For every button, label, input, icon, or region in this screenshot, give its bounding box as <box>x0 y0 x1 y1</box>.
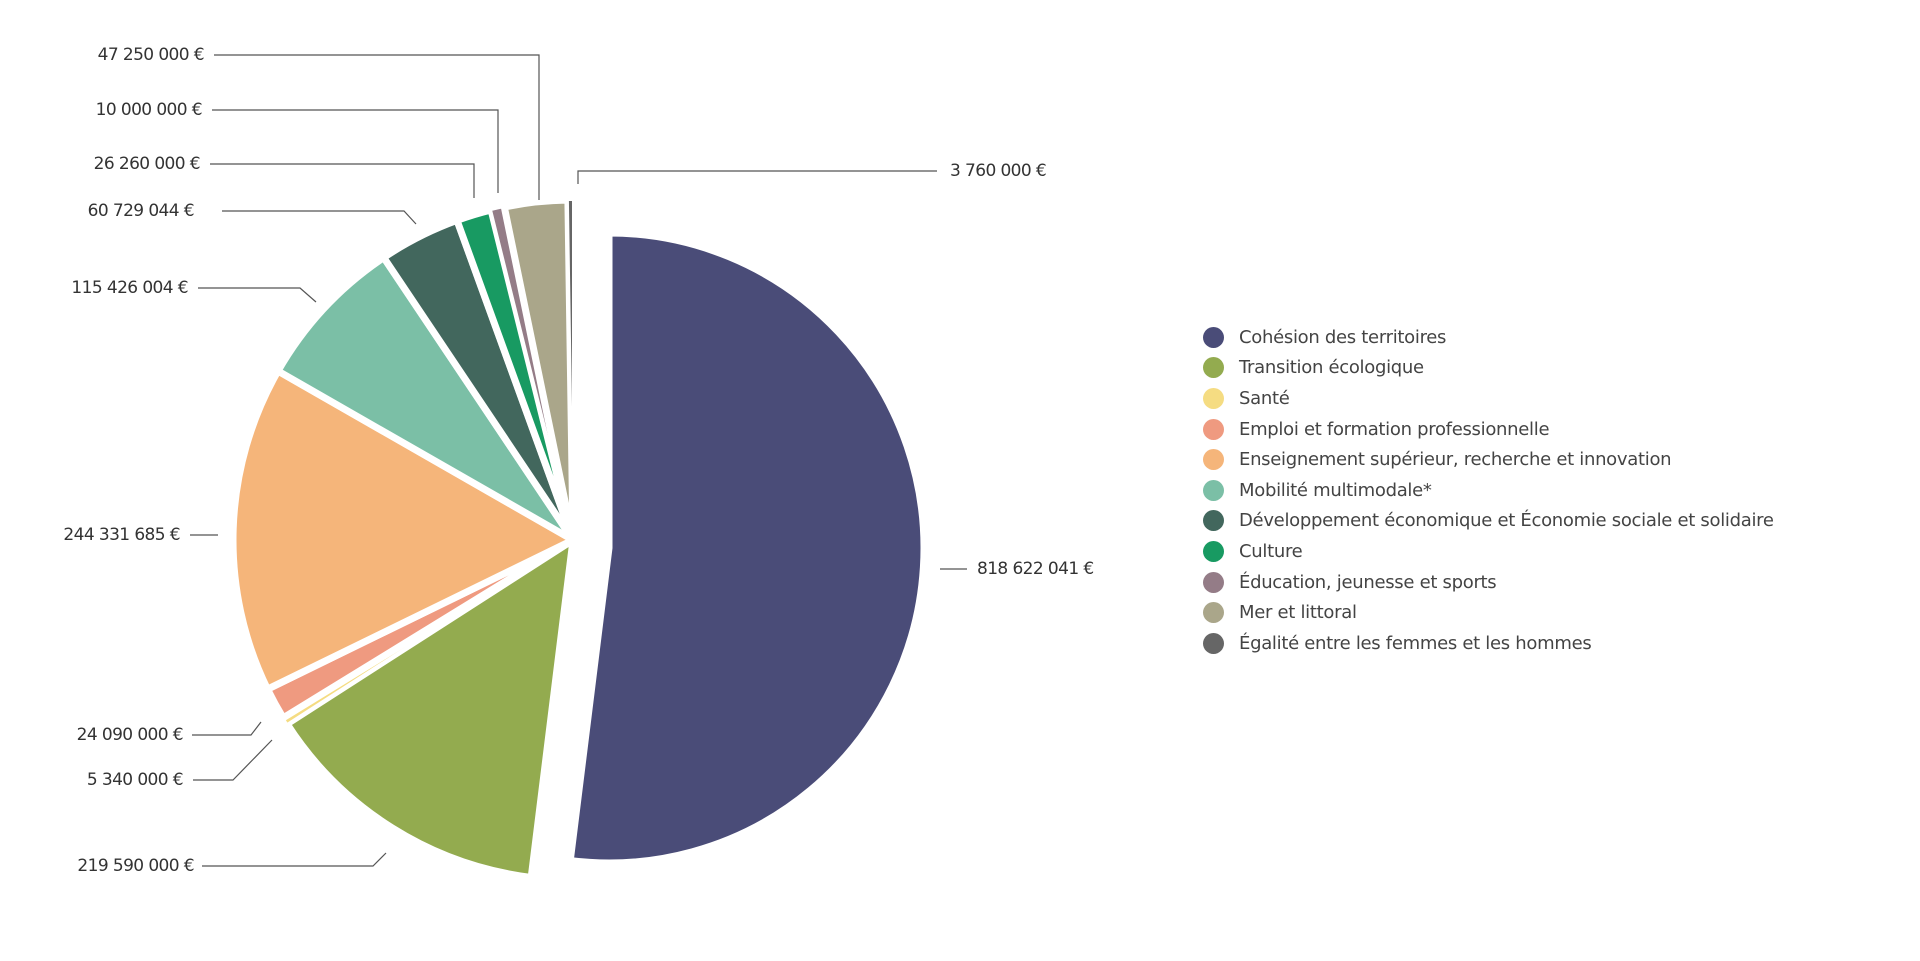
legend-label: Éducation, jeunesse et sports <box>1239 571 1497 593</box>
legend: Cohésion des territoires Transition écolo… <box>1203 322 1774 659</box>
legend-swatch <box>1203 632 1224 654</box>
leader-line-sante <box>193 739 273 781</box>
data-label-culture: 26 260 000 € <box>93 154 201 174</box>
legend-label: Égalité entre les femmes et les hommes <box>1239 632 1592 654</box>
legend-swatch <box>1203 357 1224 379</box>
pie-slice-2 <box>283 536 577 881</box>
legend-swatch <box>1203 449 1224 471</box>
legend-item: Emploi et formation professionnelle <box>1203 414 1774 445</box>
legend-item: Développement économique et Économie soc… <box>1203 506 1774 537</box>
legend-item: Santé <box>1203 383 1774 414</box>
legend-label: Cohésion des territoires <box>1239 326 1447 348</box>
data-label-mer: 47 250 000 € <box>97 45 205 65</box>
leader-line-education <box>212 109 499 193</box>
leader-line-culture <box>210 163 475 198</box>
legend-item: Égalité entre les femmes et les hommes <box>1203 628 1774 659</box>
legend-item: Mer et littoral <box>1203 597 1774 628</box>
legend-label: Enseignement supérieur, recherche et inn… <box>1239 449 1672 471</box>
legend-item: Éducation, jeunesse et sports <box>1203 567 1774 598</box>
legend-label: Culture <box>1239 540 1303 562</box>
legend-item: Enseignement supérieur, recherche et inn… <box>1203 444 1774 475</box>
legend-swatch <box>1203 510 1224 532</box>
legend-label: Développement économique et Économie soc… <box>1239 510 1774 532</box>
legend-label: Emploi et formation professionnelle <box>1239 418 1550 440</box>
data-label-developpement: 60 729 044 € <box>87 201 195 221</box>
data-label-mobilite: 115 426 004 € <box>71 278 188 298</box>
legend-swatch <box>1203 540 1224 562</box>
leader-line-mer <box>214 54 540 200</box>
pie-slice-1 <box>566 229 928 867</box>
legend-swatch <box>1203 479 1224 501</box>
legend-swatch <box>1203 326 1224 348</box>
legend-swatch <box>1203 387 1224 409</box>
legend-label: Transition écologique <box>1239 357 1424 379</box>
leader-line-emploi <box>192 721 262 736</box>
legend-swatch <box>1203 571 1224 593</box>
data-label-cohesion: 818 622 041 € <box>977 559 1094 579</box>
data-label-education: 10 000 000 € <box>95 100 203 120</box>
legend-item: Mobilité multimodale* <box>1203 475 1774 506</box>
legend-label: Mer et littoral <box>1239 602 1357 624</box>
data-label-emploi: 24 090 000 € <box>76 725 184 745</box>
leader-line-transition <box>202 852 387 867</box>
legend-label: Santé <box>1239 387 1290 409</box>
data-label-transition: 219 590 000 € <box>77 856 194 876</box>
data-label-egalite: 3 760 000 € <box>950 161 1047 181</box>
data-label-enseignement: 244 331 685 € <box>63 525 180 545</box>
leader-line-egalite <box>577 170 937 184</box>
legend-swatch <box>1203 602 1224 624</box>
legend-swatch <box>1203 418 1224 440</box>
legend-item: Cohésion des territoires <box>1203 322 1774 353</box>
legend-item: Transition écologique <box>1203 353 1774 384</box>
pie-slice-5 <box>229 367 577 693</box>
leader-line-mobilite <box>198 287 317 303</box>
legend-label: Mobilité multimodale* <box>1239 479 1432 501</box>
legend-item: Culture <box>1203 536 1774 567</box>
pie-slice-6 <box>274 254 577 544</box>
leader-line-developpement <box>222 210 417 225</box>
data-label-sante: 5 340 000 € <box>86 770 184 790</box>
pie-slice-11 <box>566 198 574 541</box>
